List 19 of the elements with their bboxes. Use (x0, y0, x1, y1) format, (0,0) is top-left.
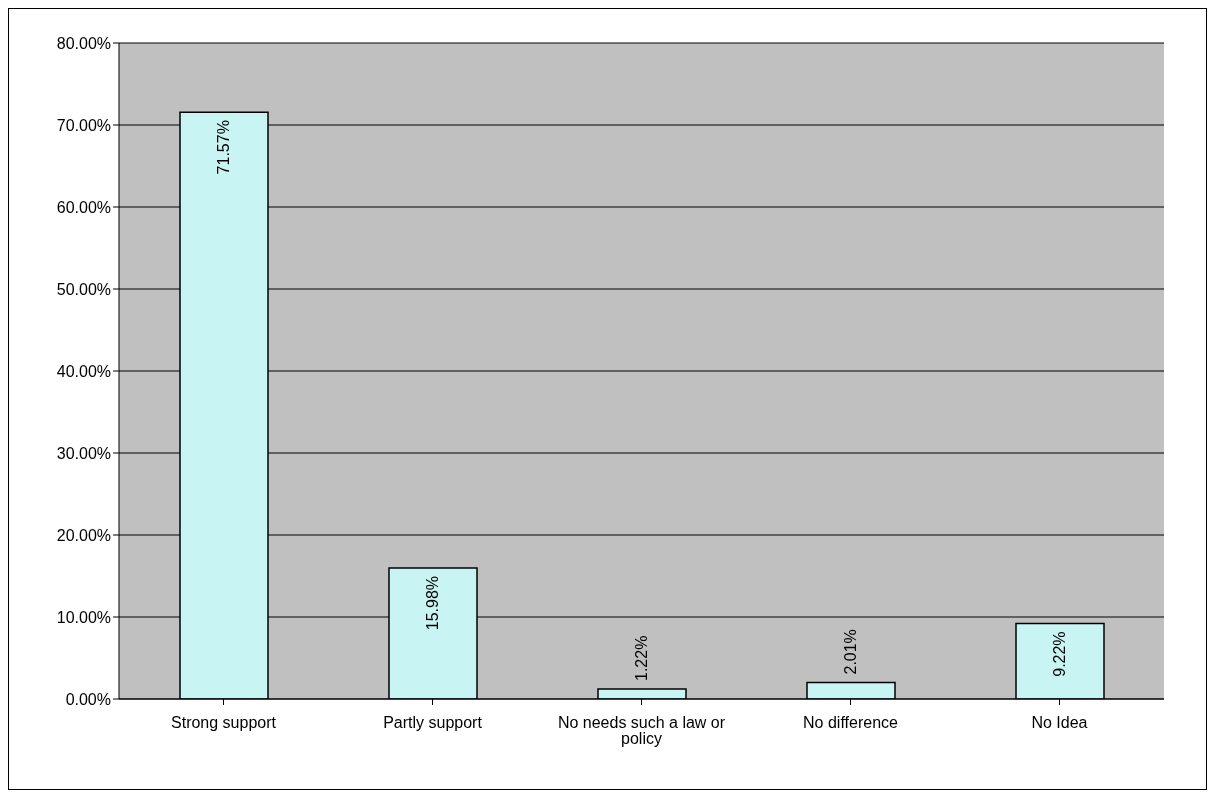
x-tick-label: No Idea (1031, 714, 1088, 732)
data-label: 9.22% (1051, 631, 1069, 677)
data-label: 15.98% (424, 575, 442, 631)
x-tick-label: Partly support (383, 714, 483, 732)
y-tick-label: 30.00% (56, 444, 111, 462)
data-label: 2.01% (842, 629, 860, 675)
data-label: 1.22% (633, 635, 651, 681)
y-tick-label: 40.00% (56, 362, 111, 380)
y-tick-label: 20.00% (56, 526, 111, 544)
y-tick-label: 10.00% (56, 608, 111, 626)
y-tick-label: 0.00% (65, 690, 111, 708)
y-tick-label: 60.00% (56, 198, 111, 216)
x-tick-label: No difference (803, 714, 899, 732)
y-tick-label: 70.00% (56, 116, 111, 134)
y-tick-label: 50.00% (56, 280, 111, 298)
x-tick-label: Strong support (171, 714, 277, 732)
data-label: 71.57% (215, 120, 233, 175)
y-tick-label: 80.00% (56, 34, 111, 52)
x-tick-label: No needs such a law or policy (557, 714, 726, 748)
